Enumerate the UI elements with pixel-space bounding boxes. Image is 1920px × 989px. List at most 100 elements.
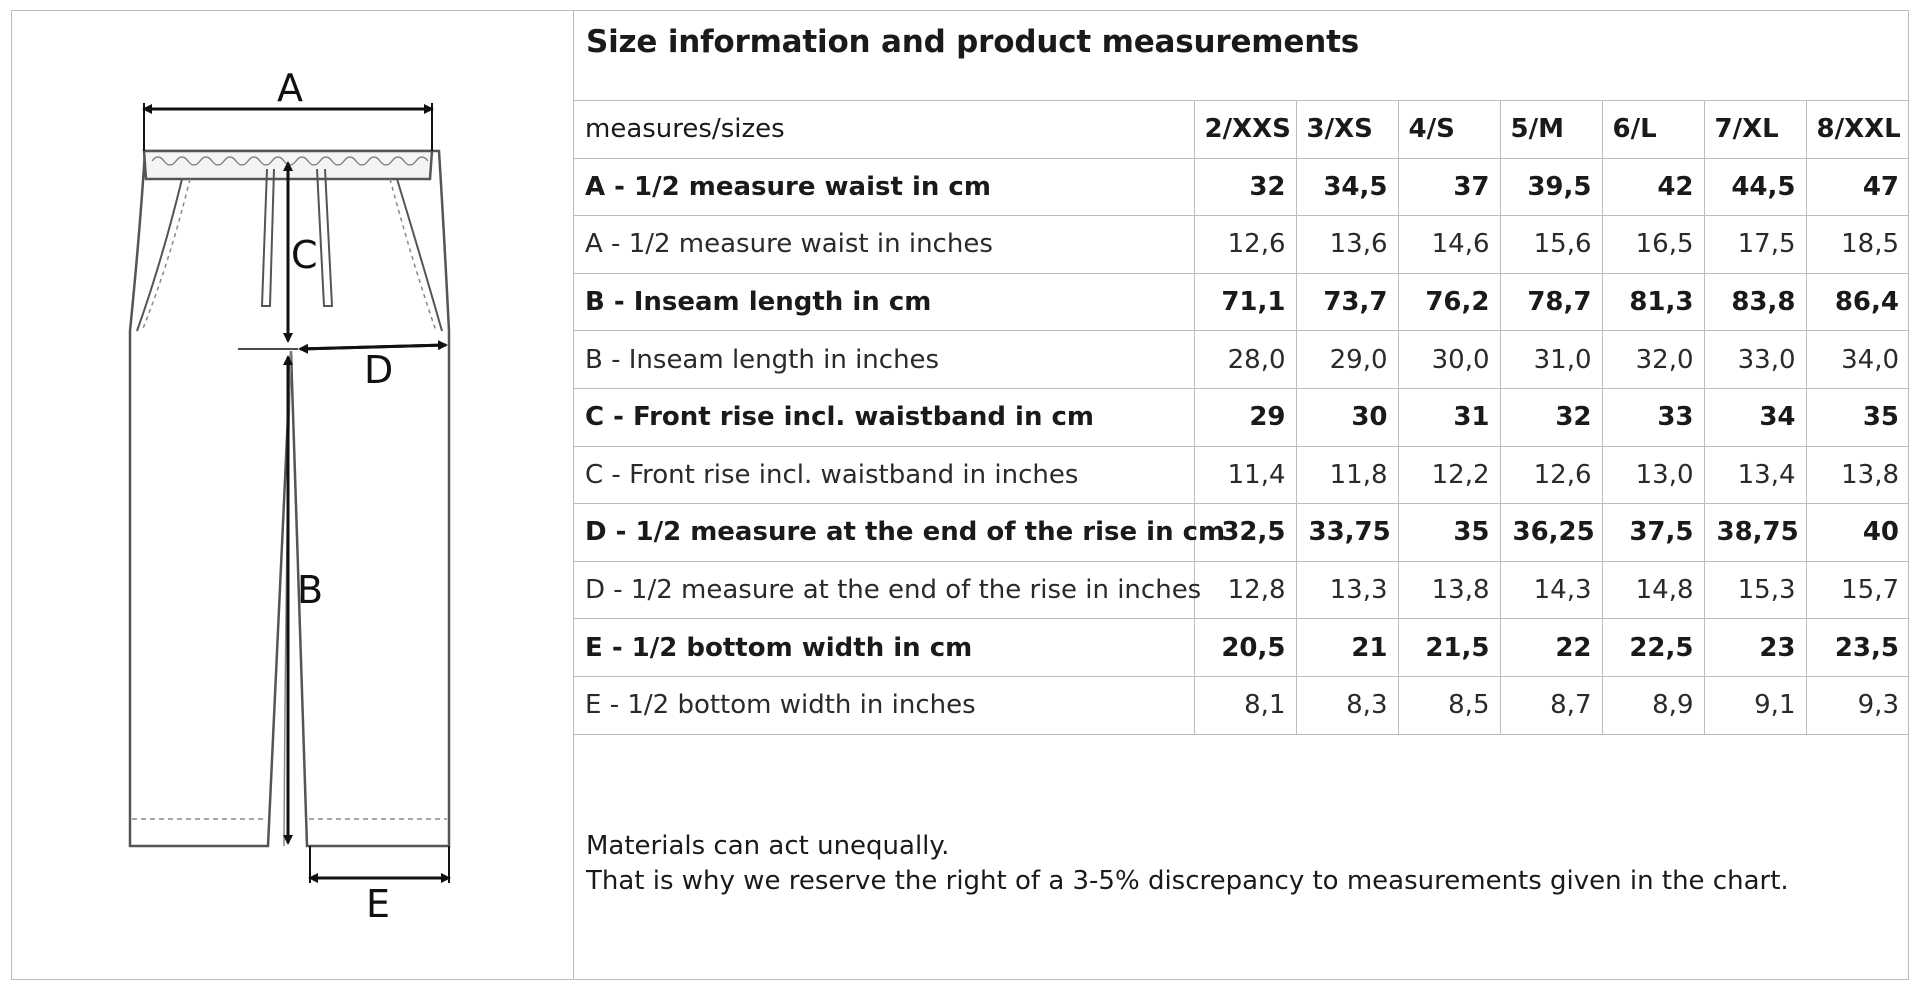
row-label: B - Inseam length in cm [573,272,1195,332]
table-cell: 15,7 [1805,560,1909,620]
table-cell: 18,5 [1805,215,1909,274]
table-cell: 40 [1805,503,1909,562]
pants-outline [128,149,451,848]
table-cell: 32 [1499,387,1603,447]
table-cell: 12,8 [1193,560,1297,620]
table-cell: 37,5 [1601,503,1705,562]
table-cell: 12,6 [1499,445,1603,505]
diagram-label-b: B [297,568,323,612]
table-cell: 34 [1703,387,1807,447]
table-header-row: measures/sizes 2/XXS 3/XS 4/S 5/M 6/L 7/… [573,100,1909,159]
table-row: D - 1/2 measure at the end of the rise i… [573,503,1909,562]
table-cell: 15,6 [1499,215,1603,274]
table-cell: 38,75 [1703,503,1807,562]
table-cell: 81,3 [1601,272,1705,332]
table-cell: 13,8 [1805,445,1909,505]
table-cell: 13,8 [1397,560,1501,620]
table-cell: 8,3 [1295,675,1399,735]
page-title: Size information and product measurement… [586,24,1359,60]
table-row: C - Front rise incl. waistband in cm 29 30… [573,387,1909,447]
table-cell: 32 [1193,157,1297,217]
table-cell: 30 [1295,387,1399,447]
table-row: B - Inseam length in inches 28,0 29,0 30,0 3… [573,330,1909,389]
table-cell: 36,25 [1499,503,1603,562]
table-cell: 47 [1805,157,1909,217]
disclaimer-note: Materials can act unequally. That is why… [586,829,1789,899]
size-table-wrapper: measures/sizes 2/XXS 3/XS 4/S 5/M 6/L 7/… [573,100,1909,735]
table-cell: 42 [1601,157,1705,217]
table-cell: 35 [1805,387,1909,447]
table-cell: 86,4 [1805,272,1909,332]
table-row: C - Front rise incl. waistband in inches… [573,445,1909,505]
table-cell: 23,5 [1805,618,1909,677]
table-row: E - 1/2 bottom width in inches 8,1 8,3 8,5 8… [573,675,1909,735]
table-cell: 9,1 [1703,675,1807,735]
table-cell: 35 [1397,503,1501,562]
table-cell: 29 [1193,387,1297,447]
table-cell: 8,9 [1601,675,1705,735]
row-label: D - 1/2 measure at the end of the rise i… [573,503,1225,562]
table-cell: 32,5 [1193,503,1297,562]
table-cell: 34,0 [1805,330,1909,389]
row-label: C - Front rise incl. waistband in cm [573,387,1195,447]
table-cell: 15,3 [1703,560,1807,620]
table-cell: 33 [1601,387,1705,447]
row-label: A - 1/2 measure waist in cm [573,157,1195,217]
table-row: E - 1/2 bottom width in cm 20,5 21 21,5 22 22… [573,618,1909,677]
table-cell: 12,6 [1193,215,1297,274]
table-cell: 32,0 [1601,330,1705,389]
table-cell: 8,1 [1193,675,1297,735]
row-label: A - 1/2 measure waist in inches [573,215,1195,274]
header-size: 8/XXL [1805,100,1909,159]
table-cell: 22,5 [1601,618,1705,677]
table-cell: 78,7 [1499,272,1603,332]
table-cell: 31,0 [1499,330,1603,389]
diagram-label-e: E [366,882,390,926]
header-size: 6/L [1601,100,1705,159]
diagram-label-a: A [277,66,303,110]
table-cell: 31 [1397,387,1501,447]
table-cell: 8,5 [1397,675,1501,735]
table-cell: 14,3 [1499,560,1603,620]
table-cell: 13,4 [1703,445,1807,505]
header-size: 4/S [1397,100,1501,159]
table-row: B - Inseam length in cm 71,1 73,7 76,2 78,7 8… [573,272,1909,332]
table-cell: 14,6 [1397,215,1501,274]
header-size: 2/XXS [1193,100,1297,159]
pants-diagram-svg: A C D B E [128,66,451,926]
table-cell: 14,8 [1601,560,1705,620]
row-label: E - 1/2 bottom width in cm [573,618,1195,677]
table-cell: 21,5 [1397,618,1501,677]
table-cell: 13,0 [1601,445,1705,505]
table-cell: 76,2 [1397,272,1501,332]
table-cell: 23 [1703,618,1807,677]
table-cell: 73,7 [1295,272,1399,332]
table-row: D - 1/2 measure at the end of the rise i… [573,560,1909,620]
note-line-2: That is why we reserve the right of a 3-… [586,866,1789,896]
pants-measurement-diagram: A C D B E [12,11,573,979]
row-label: E - 1/2 bottom width in inches [573,675,1195,735]
table-cell: 44,5 [1703,157,1807,217]
row-label: C - Front rise incl. waistband in inches [573,445,1195,505]
table-body: A - 1/2 measure waist in cm 32 34,5 37 39,5 4… [573,157,1909,735]
diagram-label-c: C [291,233,318,277]
table-cell: 33,0 [1703,330,1807,389]
header-size: 5/M [1499,100,1603,159]
table-cell: 28,0 [1193,330,1297,389]
measurement-arrows [142,103,451,883]
table-cell: 21 [1295,618,1399,677]
table-cell: 17,5 [1703,215,1807,274]
table-cell: 34,5 [1295,157,1399,217]
table-cell: 39,5 [1499,157,1603,217]
table-row: A - 1/2 measure waist in inches 12,6 13,6 1… [573,215,1909,274]
table-cell: 71,1 [1193,272,1297,332]
table-cell: 20,5 [1193,618,1297,677]
header-measures-sizes: measures/sizes [573,100,1195,159]
header-size: 3/XS [1295,100,1399,159]
table-cell: 29,0 [1295,330,1399,389]
table-cell: 8,7 [1499,675,1603,735]
table-cell: 30,0 [1397,330,1501,389]
table-cell: 9,3 [1805,675,1909,735]
table-cell: 11,4 [1193,445,1297,505]
table-row: A - 1/2 measure waist in cm 32 34,5 37 39,5 4… [573,157,1909,217]
